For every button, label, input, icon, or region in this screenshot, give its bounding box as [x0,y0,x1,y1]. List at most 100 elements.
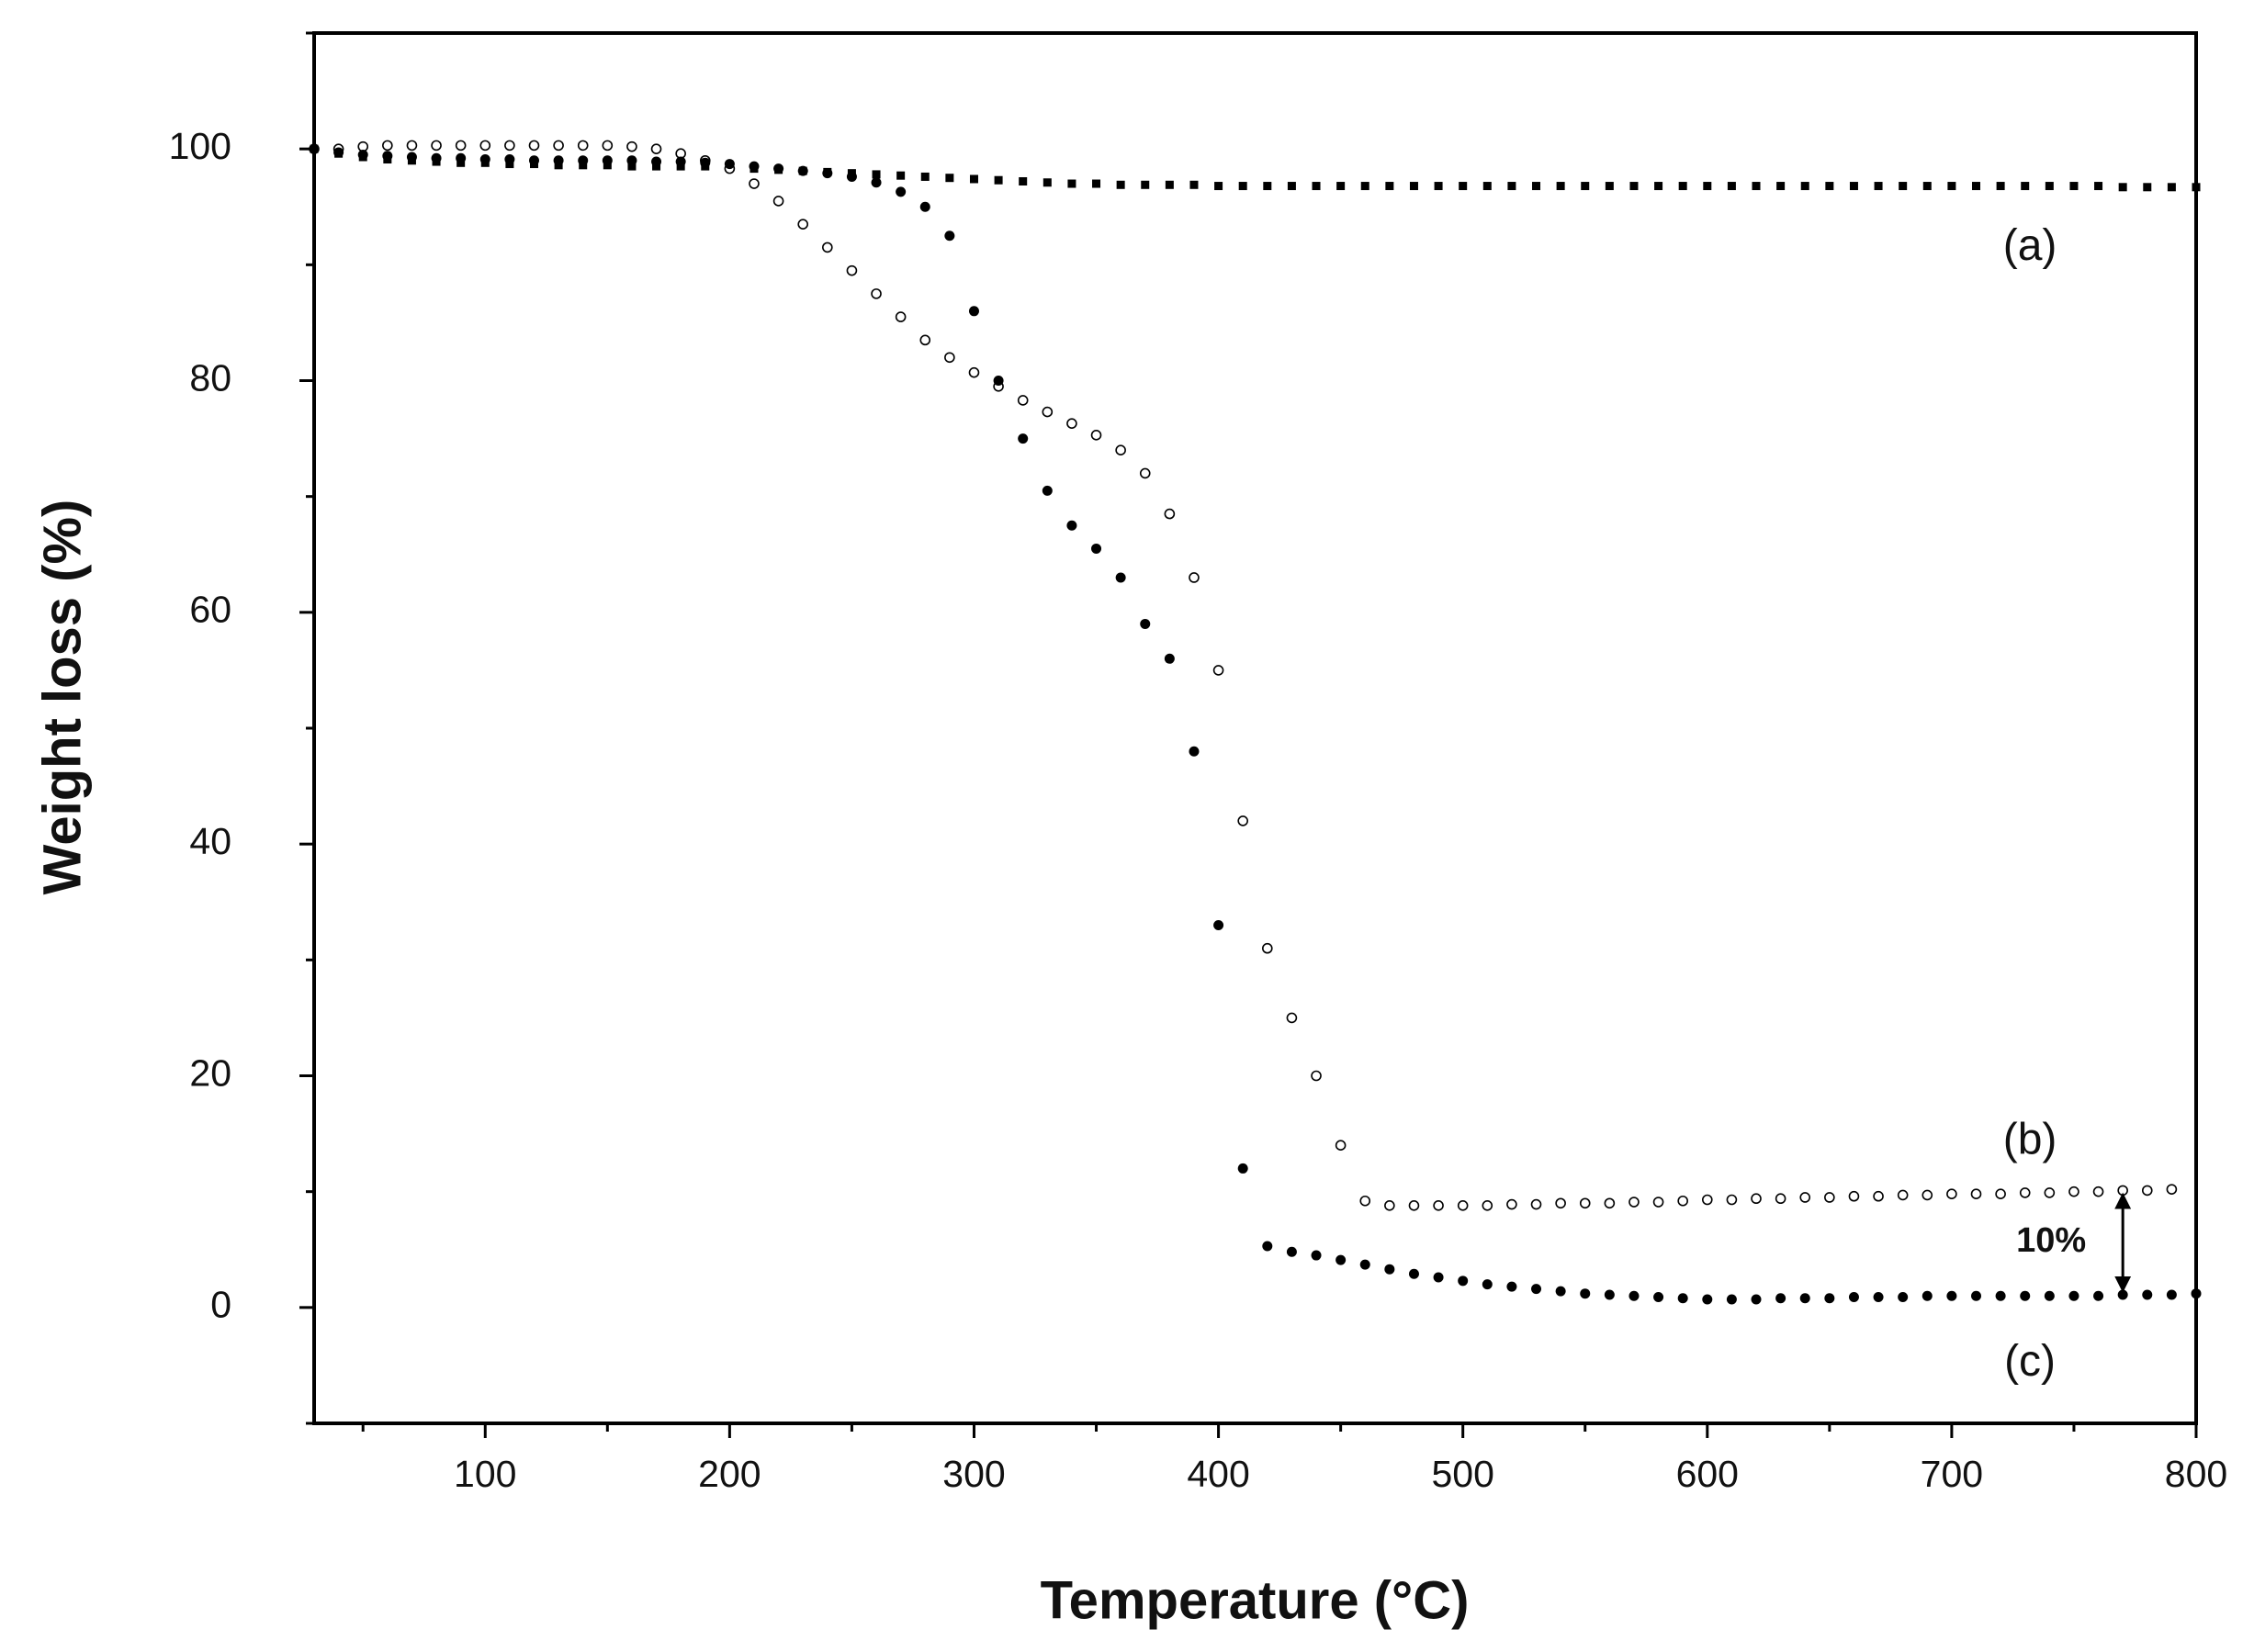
data-point [1604,1289,1615,1300]
data-point [700,157,711,168]
data-point [1506,1281,1517,1292]
data-point [1311,1070,1322,1082]
data-point [1899,182,1908,191]
data-point [1897,1189,1909,1201]
data-point [1677,1195,1688,1207]
data-point [1311,1250,1322,1261]
data-point [1922,1290,1933,1301]
data-point [1726,1294,1737,1305]
data-point [1726,1194,1738,1206]
data-point [944,230,955,242]
data-point [1824,1293,1835,1304]
plot-frame [312,31,2198,1425]
data-point [1652,1197,1664,1208]
data-point [846,264,858,276]
data-point [431,152,442,163]
data-point [1752,182,1761,191]
data-point [2068,1290,2079,1301]
data-point [749,178,760,189]
data-point [406,140,418,152]
data-point [895,311,907,322]
data-point [1677,1293,1688,1304]
data-point [2166,1289,2177,1300]
data-point [1141,180,1150,189]
data-point [1751,1294,1762,1305]
data-point [1971,1290,1982,1301]
data-point [1262,1241,1273,1252]
data-point [1384,1200,1395,1211]
data-point [1530,1198,1542,1210]
data-point [1848,1190,1860,1202]
x-tick-label: 200 [698,1453,761,1495]
data-point [1263,182,1272,191]
data-point [1237,815,1248,826]
data-point [1091,543,1102,554]
y-tick-label: 80 [189,356,231,399]
y-tick-label: 20 [189,1051,231,1094]
data-point [456,152,467,163]
data-point [1605,182,1614,191]
series-label: (b) [2003,1116,2057,1164]
data-point [627,162,637,171]
x-tick-label: 700 [1921,1453,1983,1495]
data-point [1482,1200,1493,1211]
data-point [1848,1291,1859,1302]
data-point [2044,1187,2056,1198]
data-point [479,154,490,165]
data-point [1799,1293,1810,1304]
data-point [1459,182,1468,191]
data-point [871,177,882,188]
data-point [1580,1288,1591,1299]
data-point [1286,1012,1298,1024]
data-point [1164,508,1176,520]
data-point [1873,1291,1884,1302]
data-point [1629,1197,1640,1208]
data-point [626,155,637,166]
data-point [1727,182,1736,191]
data-point [1092,179,1101,188]
data-point [1042,178,1052,187]
x-tick-label: 800 [2165,1453,2227,1495]
data-point [1433,1200,1444,1211]
data-point [2117,1185,2128,1197]
data-point [2020,1290,2031,1301]
x-tick-label: 100 [454,1453,516,1495]
data-point [724,159,735,170]
data-point [1678,182,1687,191]
data-point [577,140,589,152]
data-point [1385,182,1394,191]
data-point [1995,1188,2006,1199]
data-point [675,156,686,167]
data-point [1115,444,1126,456]
data-point [1775,1293,1786,1304]
data-point [1482,1279,1493,1290]
data-point [357,149,368,160]
data-point [602,140,614,152]
data-point [1408,1200,1420,1211]
data-point [2068,1186,2079,1197]
series-label: (c) [2004,1337,2056,1386]
data-point [1286,1246,1297,1257]
data-point [382,140,393,152]
data-point [1849,182,1858,191]
x-tick-label: 600 [1676,1453,1739,1495]
data-point [1019,176,1028,185]
data-point [1555,1197,1566,1209]
data-point [1042,406,1054,418]
data-point [333,147,344,158]
data-point [1335,1254,1347,1265]
data-point [1408,1268,1419,1279]
data-point [1164,653,1175,664]
data-point [1359,1195,1371,1207]
data-point [1237,1163,1248,1174]
data-point [945,174,954,183]
data-point [1629,1290,1640,1301]
data-point [797,219,809,230]
data-point [309,143,320,154]
y-axis-title: Weight loss (%) [32,500,92,895]
data-point [578,155,589,166]
data-point [650,143,662,154]
data-point [1824,1192,1835,1203]
data-point [871,288,882,299]
